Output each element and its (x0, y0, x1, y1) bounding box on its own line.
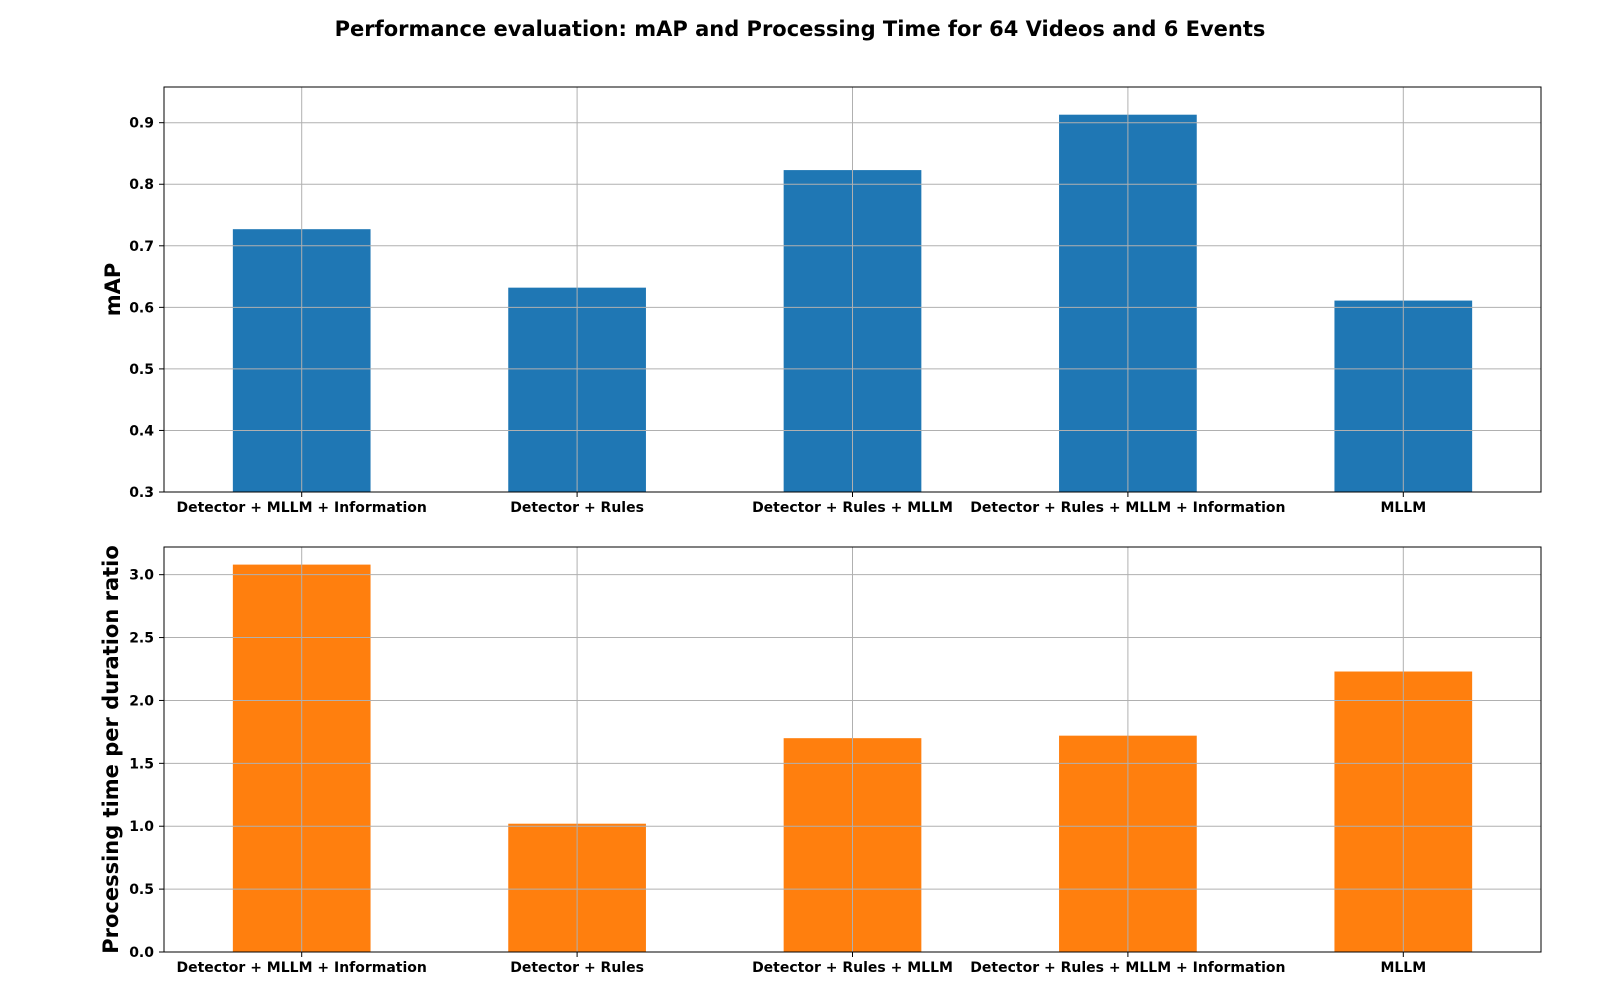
processing-time-axes-frame (163, 546, 1542, 953)
map-x-tick-label: Detector + Rules (510, 500, 644, 516)
map-x-tick-label: Detector + Rules + MLLM + Information (970, 500, 1285, 516)
map-y-tick-label: 0.8 (129, 177, 154, 193)
map-x-tick-label: Detector + Rules + MLLM (752, 500, 953, 516)
map-y-tick-label: 0.6 (129, 300, 154, 316)
map-x-tick-label: Detector + MLLM + Information (177, 500, 427, 516)
map-chart: 0.3 0.4 0.5 0.6 0.7 0.8 0.9 Detector + MLLM + I… (101, 86, 1542, 516)
map-y-tick-label: 0.7 (129, 239, 154, 255)
processing-time-x-tick-label: Detector + Rules + MLLM (752, 960, 953, 976)
processing-time-y-axis-label: Processing time per duration ratio (99, 545, 123, 954)
map-y-tick-label: 0.5 (129, 362, 154, 378)
processing-time-chart: 0.0 0.5 1.0 1.5 2.0 2.5 3.0 Detector + MLLM + I… (99, 545, 1542, 976)
processing-time-y-tick-label: 1.0 (129, 819, 154, 835)
processing-time-y-tick-label: 0.5 (129, 882, 154, 898)
map-y-tick-label: 0.4 (129, 423, 154, 439)
processing-time-y-tick-label: 2.5 (129, 631, 154, 647)
processing-time-x-tick-label: MLLM (1380, 960, 1426, 976)
map-x-tick-label: MLLM (1380, 500, 1426, 516)
map-y-tick-label: 0.3 (129, 485, 154, 501)
processing-time-x-tick-label: Detector + Rules (510, 960, 644, 976)
processing-time-y-tick-label: 2.0 (129, 693, 154, 709)
map-y-axis-label: mAP (101, 263, 125, 317)
processing-time-y-tick-label: 0.0 (129, 945, 154, 961)
processing-time-y-tick-label: 3.0 (129, 568, 154, 584)
processing-time-y-tick-label: 1.5 (129, 756, 154, 772)
processing-time-x-tick-label: Detector + Rules + MLLM + Information (970, 960, 1285, 976)
figure-title: Performance evaluation: mAP and Processi… (335, 17, 1266, 41)
map-axes-frame (163, 86, 1542, 493)
processing-time-x-tick-label: Detector + MLLM + Information (177, 960, 427, 976)
map-y-tick-label: 0.9 (129, 116, 154, 132)
